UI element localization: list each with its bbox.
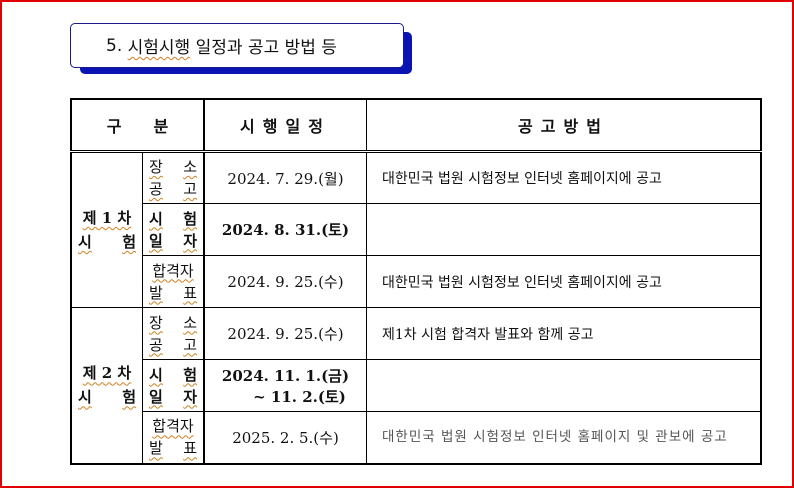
sub-char: 발	[149, 283, 163, 302]
exam-stage-label: 제 2 차	[82, 364, 132, 383]
header-row: 구 분 시행일정 공고방법	[70, 98, 762, 153]
table-row: 시 험 일 자 2024. 8. 31.(토)	[71, 203, 762, 256]
sub-label-line: 합격자	[152, 417, 194, 436]
sub-char: 험	[183, 209, 197, 228]
schedule-table: 구 분 시행일정 공고방법 제 1 차 시 험 장 소 공 고 2024. 7. 29.(월)…	[70, 98, 762, 465]
table-row: 제 1 차 시 험 장 소 공 고 2024. 7. 29.(월) 대한민국 법원 시험정보 인…	[70, 151, 762, 308]
sub-label-line: 합격자	[152, 261, 194, 280]
table-row: 제 2 차 시 험 장 소 공 고 2024. 9. 25.(수) 제1차 시험 합격자 발표와…	[70, 307, 762, 464]
date-text: 2024. 9. 25.(수)	[227, 325, 344, 343]
title-number: 5.	[106, 35, 123, 56]
exam-stage-char: 시	[78, 388, 92, 407]
table-row: 합격자 발 표 2025. 2. 5.(수) 대한민국 법원 시험정보 인터넷 홈페이지…	[71, 411, 762, 464]
sub-char: 발	[149, 439, 163, 458]
sub-char: 일	[149, 231, 163, 250]
exam-stage-label: 제 1 차	[82, 209, 132, 227]
sub-char: 장	[149, 158, 163, 176]
table-row: 시 험 일 자 2024. 11. 1.(금) ~ 11. 2.(토)	[71, 359, 762, 412]
sub-char: 공	[149, 335, 163, 354]
sub-char: 고	[183, 335, 197, 354]
sub-char: 시	[149, 209, 163, 228]
date-cell: 2024. 8. 31.(토)	[203, 203, 367, 256]
sub-char: 고	[183, 180, 197, 198]
header-category: 구 분	[70, 98, 205, 153]
date-text: 2024. 8. 31.(토)	[221, 221, 350, 239]
exam-stage-char: 험	[122, 233, 136, 251]
date-text: 2024. 9. 25.(수)	[227, 273, 344, 291]
sub-char: 자	[183, 387, 197, 406]
sub-char: 자	[183, 231, 197, 250]
item-cell: 합격자 발 표	[142, 255, 205, 308]
announce-cell: 대한민국 법원 시험정보 인터넷 홈페이지에 공고	[366, 151, 762, 204]
exam-stage-char: 험	[122, 388, 136, 407]
sub-char: 험	[183, 365, 197, 384]
date-text: 2024. 7. 29.(월)	[227, 169, 344, 188]
title-underlined: 시험시행	[127, 38, 191, 58]
section-title: 5. 시험시행 일정과 공고 방법 등	[70, 23, 404, 68]
sub-char: 소	[183, 158, 197, 176]
sub-char: 표	[183, 439, 197, 458]
sub-char: 표	[183, 283, 197, 302]
date-text: 2025. 2. 5.(수)	[232, 428, 339, 447]
header-schedule: 시행일정	[203, 98, 367, 153]
date-cell: 2025. 2. 5.(수)	[203, 411, 367, 464]
date-cell: 2024. 9. 25.(수)	[203, 255, 367, 308]
announce-cell	[366, 359, 762, 412]
announce-cell: 제1차 시험 합격자 발표와 함께 공고	[366, 307, 762, 360]
table-row: 합격자 발 표 2024. 9. 25.(수) 대한민국 법원 시험정보 인터넷 홈페이…	[71, 255, 762, 308]
date-text-2: ~ 11. 2.(토)	[253, 387, 346, 406]
sub-char: 장	[149, 313, 163, 332]
exam-stage-char: 시	[78, 233, 92, 251]
date-cell: 2024. 9. 25.(수)	[203, 307, 367, 360]
sub-char: 공	[149, 180, 163, 198]
announce-cell	[366, 203, 762, 256]
date-cell: 2024. 7. 29.(월)	[203, 151, 367, 204]
title-rest: 일정과 공고 방법 등	[195, 38, 337, 58]
announce-cell: 대한민국 법원 시험정보 인터넷 홈페이지 및 관보에 공고	[366, 411, 762, 464]
date-text: 2024. 11. 1.(금)	[221, 366, 350, 385]
sub-char: 시	[149, 365, 163, 384]
header-method: 공고방법	[366, 98, 762, 153]
item-cell: 합격자 발 표	[142, 411, 205, 464]
sub-char: 소	[183, 313, 197, 332]
announce-cell: 대한민국 법원 시험정보 인터넷 홈페이지에 공고	[366, 255, 762, 308]
date-cell: 2024. 11. 1.(금) ~ 11. 2.(토)	[203, 359, 367, 412]
sub-char: 일	[149, 387, 163, 406]
